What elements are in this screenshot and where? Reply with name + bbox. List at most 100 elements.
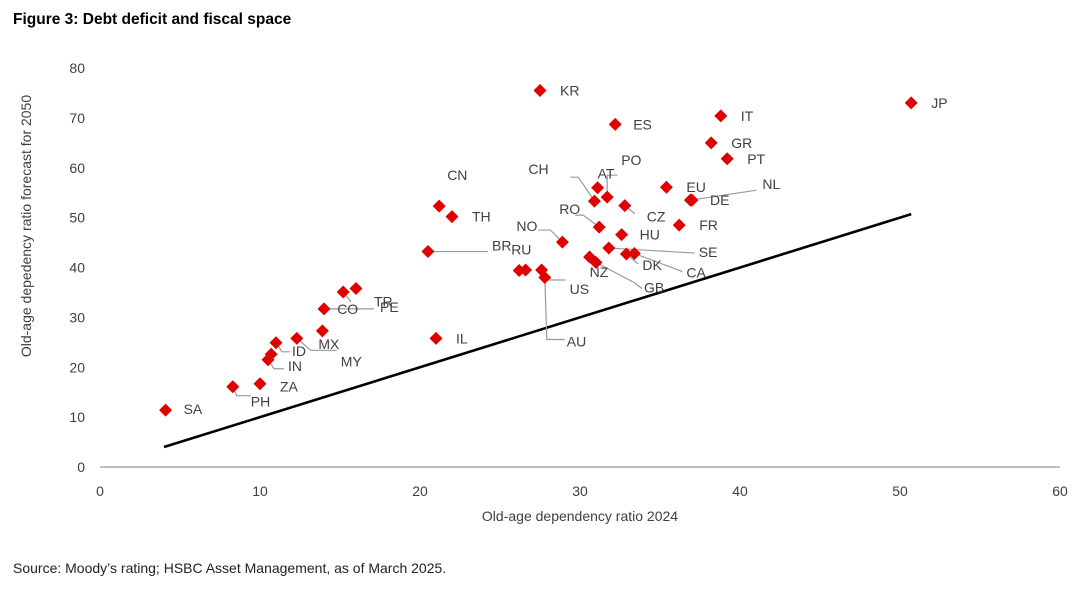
leader-line-au (544, 277, 565, 341)
marker-unlabeled (519, 263, 533, 277)
marker-cz (618, 199, 632, 213)
point-label-eu: EU (686, 179, 705, 195)
x-tick-label: 50 (892, 483, 908, 499)
leader-lines (232, 174, 757, 397)
x-tick-label: 40 (732, 483, 748, 499)
marker-se (602, 241, 616, 255)
marker-mx (315, 324, 329, 338)
y-tick-label: 0 (77, 459, 85, 475)
y-tick-label: 30 (69, 309, 85, 325)
point-label-il: IL (456, 330, 468, 346)
marker-br (421, 245, 435, 259)
marker-th (445, 210, 459, 224)
y-tick-label: 80 (69, 60, 85, 76)
point-label-za: ZA (280, 379, 299, 395)
marker-gb (589, 256, 603, 270)
marker-ro (592, 220, 606, 234)
point-label-ch: CH (528, 161, 548, 177)
marker-pt (720, 152, 734, 166)
marker-unlabeled (264, 347, 278, 361)
marker-pe (317, 302, 331, 316)
point-label-au: AU (567, 333, 586, 349)
point-label-ro: RO (559, 201, 580, 217)
point-label-nl: NL (762, 176, 780, 192)
point-label-gr: GR (731, 135, 752, 151)
point-label-jp: JP (931, 95, 947, 111)
y-tick-label: 10 (69, 409, 85, 425)
point-label-th: TH (472, 209, 491, 225)
marker-es (608, 117, 622, 131)
leader-line-po (606, 174, 618, 198)
marker-za (253, 377, 267, 391)
y-axis-label: Old-age depedency ratio forecast for 205… (18, 95, 34, 357)
marker-sa (159, 403, 173, 417)
x-tick-label: 60 (1052, 483, 1068, 499)
y-tick-label: 60 (69, 160, 85, 176)
point-label-in: IN (288, 358, 302, 374)
marker-gr (704, 136, 718, 150)
marker-kr (533, 83, 547, 97)
source-note: Source: Moody’s rating; HSBC Asset Manag… (13, 560, 447, 576)
marker-ph (226, 380, 240, 394)
x-tick-label: 30 (572, 483, 588, 499)
point-label-ca: CA (686, 265, 706, 281)
leader-line-my (296, 337, 337, 351)
point-label-tr: TR (374, 293, 393, 309)
point-label-ph: PH (251, 394, 270, 410)
x-tick-label: 0 (96, 483, 104, 499)
point-label-cz: CZ (647, 209, 666, 225)
marker-hu (615, 228, 629, 242)
marker-at (591, 181, 605, 195)
marker-co (336, 285, 350, 299)
marker-it (714, 109, 728, 123)
point-label-no: NO (516, 218, 537, 234)
marker-id (269, 336, 283, 350)
leader-line-se (608, 247, 695, 254)
y-tick-label: 70 (69, 110, 85, 126)
y-axis-ticks: 0 10 20 30 40 50 60 70 80 (69, 60, 85, 475)
point-label-gb: GB (644, 280, 664, 296)
reference-line (163, 212, 912, 449)
leader-line-no (538, 229, 563, 243)
marker-ch (587, 194, 601, 208)
y-tick-label: 20 (69, 359, 85, 375)
marker-cn (432, 199, 446, 213)
x-axis-label: Old-age dependency ratio 2024 (482, 508, 678, 524)
scatter-chart: 0 10 20 30 40 50 60 0 10 20 30 40 50 60 70 80 SA PH ZA IN… (18, 60, 1068, 524)
point-label-kr: KR (560, 82, 579, 98)
marker-dk (619, 247, 633, 261)
leader-line-ca (634, 252, 683, 273)
point-label-nz: NZ (590, 264, 609, 280)
point-label-cn: CN (447, 167, 467, 183)
point-label-my: MY (341, 353, 363, 369)
marker-my (290, 331, 304, 345)
point-label-dk: DK (642, 257, 662, 273)
marker-eu (659, 180, 673, 194)
point-label-it: IT (741, 108, 754, 124)
leader-line-ro (575, 214, 600, 228)
point-label-id: ID (292, 343, 306, 359)
chart-title: Figure 3: Debt deficit and fiscal space (13, 11, 292, 28)
marker-fr (672, 218, 686, 232)
y-tick-label: 50 (69, 210, 85, 226)
leader-line-gb (595, 261, 643, 289)
x-tick-label: 10 (252, 483, 268, 499)
point-label-pe: PE (380, 299, 399, 315)
x-axis-ticks: 0 10 20 30 40 50 60 (96, 483, 1068, 499)
point-label-es: ES (633, 116, 652, 132)
point-label-ru: RU (511, 241, 531, 257)
point-label-pt: PT (747, 151, 765, 167)
point-label-us: US (570, 281, 589, 297)
y-tick-label: 40 (69, 260, 85, 276)
point-label-de: DE (710, 192, 729, 208)
marker-au (538, 270, 552, 284)
marker-de (685, 193, 699, 207)
point-label-mx: MX (318, 336, 340, 352)
point-label-se: SE (699, 244, 718, 260)
marker-il (429, 331, 443, 345)
point-label-fr: FR (699, 217, 718, 233)
point-label-at: AT (598, 166, 615, 182)
marker-no (555, 235, 569, 249)
marker-jp (904, 96, 918, 110)
point-label-hu: HU (640, 227, 660, 243)
